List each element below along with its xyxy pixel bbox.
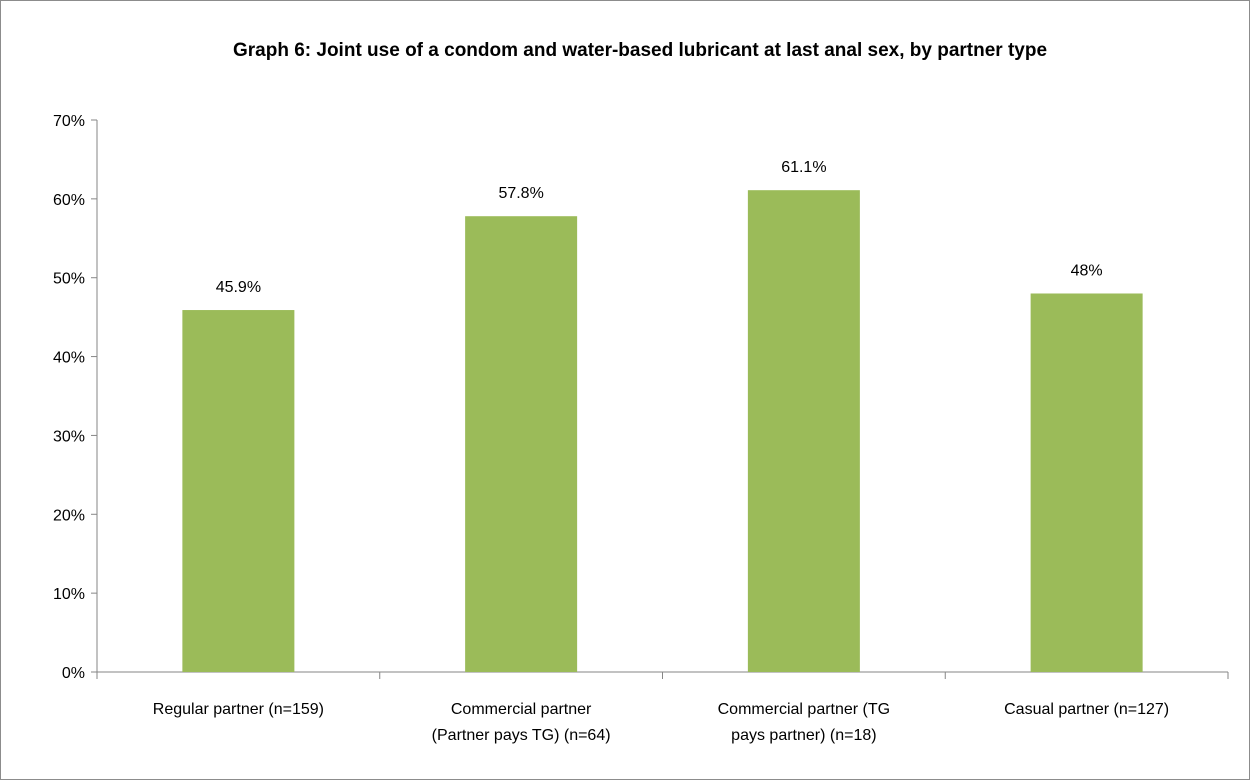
data-label: 57.8% <box>498 185 543 202</box>
x-category-label: pays partner) (n=18) <box>731 727 876 744</box>
y-tick-label: 70% <box>53 113 85 130</box>
x-category-label: (Partner pays TG) (n=64) <box>432 727 611 744</box>
data-label: 61.1% <box>781 159 826 176</box>
y-tick-label: 0% <box>62 665 85 682</box>
y-tick-label: 30% <box>53 428 85 445</box>
y-tick-label: 50% <box>53 271 85 288</box>
y-tick-label: 60% <box>53 192 85 209</box>
bar <box>1030 293 1143 672</box>
y-tick-label: 40% <box>53 350 85 367</box>
x-category-label: Casual partner (n=127) <box>1004 701 1169 718</box>
bar <box>182 310 295 672</box>
y-tick-label: 20% <box>53 507 85 524</box>
bar <box>465 216 578 672</box>
x-category-label: Commercial partner (TG <box>718 701 890 718</box>
x-category-label: Commercial partner <box>451 701 592 718</box>
y-tick-label: 10% <box>53 586 85 603</box>
chart-title: Graph 6: Joint use of a condom and water… <box>232 40 1048 61</box>
data-label: 45.9% <box>216 279 261 296</box>
x-category-label: Regular partner (n=159) <box>153 701 324 718</box>
data-label: 48% <box>1071 262 1103 279</box>
bar <box>747 190 860 672</box>
